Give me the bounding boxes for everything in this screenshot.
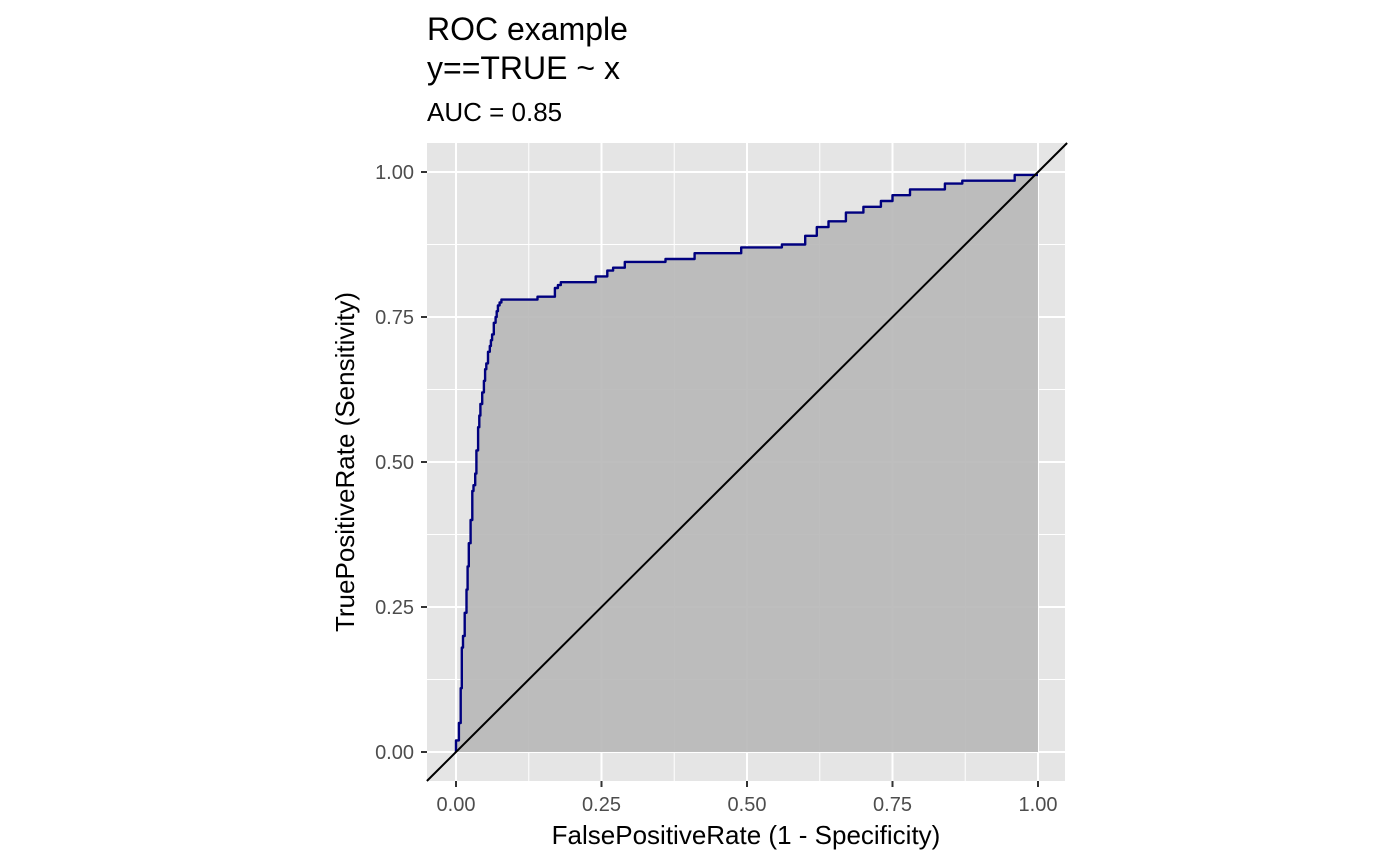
x-axis-title: FalsePositiveRate (1 - Specificity): [552, 820, 941, 850]
y-tick-label: 0.50: [375, 452, 414, 474]
y-axis-title: TruePositiveRate (Sensitivity): [330, 292, 360, 632]
y-tick-label: 0.00: [375, 742, 414, 764]
chart-subtitle: AUC = 0.85: [427, 97, 562, 127]
x-tick-label: 0.25: [582, 794, 621, 816]
y-tick-label: 1.00: [375, 162, 414, 184]
roc-curve: [454, 173, 1038, 752]
x-tick-label: 0.00: [437, 794, 476, 816]
y-axis: 0.00 0.25 0.50 0.75 1.00: [375, 162, 427, 764]
chart-title-line1: ROC example: [427, 11, 628, 47]
x-axis: 0.00 0.25 0.50 0.75 1.00: [437, 781, 1058, 816]
y-tick-label: 0.75: [375, 307, 414, 329]
diagonal-line: [426, 142, 1068, 782]
x-tick-label: 0.75: [873, 794, 912, 816]
x-tick-label: 0.50: [728, 794, 767, 816]
x-tick-label: 1.00: [1019, 794, 1058, 816]
y-tick-label: 0.25: [375, 597, 414, 619]
chart-title-line2: y==TRUE ~ x: [427, 50, 620, 86]
